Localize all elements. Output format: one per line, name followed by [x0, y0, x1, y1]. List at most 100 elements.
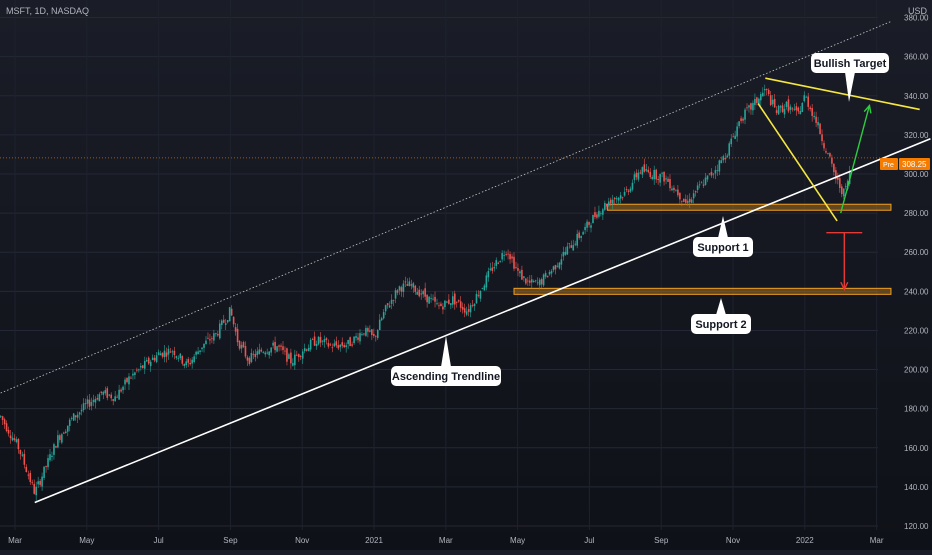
candle-body: [341, 342, 344, 346]
candle-body: [489, 268, 492, 270]
candle-body: [264, 352, 267, 355]
candle-body: [722, 156, 725, 161]
candle-body: [629, 188, 632, 192]
candle-body: [130, 377, 132, 379]
candle-body: [74, 415, 77, 418]
candle-body: [138, 369, 140, 371]
candle-body: [523, 276, 525, 278]
candle-body: [819, 123, 821, 135]
candle-body: [108, 394, 111, 396]
candle-body: [821, 134, 823, 142]
candle-body: [775, 110, 778, 113]
y-tick-label: 180.00: [904, 405, 929, 414]
candle-body: [374, 335, 377, 337]
candle-body: [203, 343, 205, 348]
candle-body: [161, 352, 164, 357]
candle-body: [615, 198, 618, 200]
candle-body: [791, 108, 794, 110]
candle-body: [483, 285, 486, 291]
candle-body: [548, 271, 551, 275]
candle-body: [499, 260, 501, 262]
candle-body: [657, 178, 659, 181]
candle-body: [827, 153, 829, 154]
candle-body: [191, 359, 193, 364]
candle-body: [613, 197, 616, 200]
candle-body: [785, 101, 788, 107]
wedge-top-line: [765, 77, 920, 111]
candle-body: [694, 191, 697, 193]
candle-body: [284, 350, 286, 352]
candle-body: [521, 269, 523, 280]
candle-body: [572, 245, 575, 251]
candle-body: [844, 185, 847, 187]
candle-body: [307, 347, 310, 352]
candle-body: [197, 351, 199, 355]
candle-body: [611, 199, 614, 204]
candle-body: [803, 95, 806, 102]
candle-body: [564, 251, 567, 255]
candle-body: [732, 136, 734, 138]
candle-body: [179, 353, 182, 359]
grid: [0, 0, 878, 530]
candle-body: [783, 108, 786, 115]
candle-body: [592, 215, 594, 224]
support-1-zone: [606, 203, 892, 211]
candle-body: [655, 169, 657, 180]
x-tick-label: Mar: [439, 536, 453, 545]
candle-body: [294, 354, 296, 366]
candle-body: [562, 252, 565, 257]
candle-body: [153, 357, 156, 361]
candle-body: [96, 398, 99, 400]
candle-body: [86, 399, 89, 404]
candle-body: [244, 346, 247, 357]
candle-body: [769, 95, 772, 105]
candle-body: [606, 204, 608, 207]
candle-body: [228, 307, 231, 322]
candle-body: [438, 305, 440, 307]
candle-body: [215, 333, 217, 335]
candle-body: [226, 320, 229, 323]
candle-body: [230, 308, 233, 316]
x-tick-label: Mar: [8, 536, 22, 545]
candle-body: [576, 233, 578, 246]
candle-body: [588, 222, 590, 225]
candle-body: [825, 151, 827, 153]
candle-body: [580, 235, 582, 238]
candle-body: [765, 89, 768, 90]
x-tick-label: May: [79, 536, 94, 545]
ascending-trendline-pointer: [441, 336, 451, 367]
candle-body: [831, 157, 833, 164]
candle-body: [252, 353, 255, 355]
candle-body: [683, 198, 685, 202]
candle-body: [157, 352, 160, 355]
candle-body: [66, 425, 69, 432]
candle-body: [418, 289, 421, 297]
y-axis: 120.00 140.00 160.00 180.00 200.00 220.00 240.…: [904, 14, 929, 531]
candle-body: [367, 328, 369, 332]
candle-body: [744, 109, 746, 120]
candle-body: [25, 466, 28, 472]
price-badge-value: 308.25: [902, 160, 927, 169]
candle-body: [238, 340, 241, 349]
candle-body: [679, 192, 681, 200]
candle-body: [349, 337, 351, 347]
candle-body: [554, 265, 557, 270]
candle-body: [41, 476, 43, 487]
candle-body: [248, 357, 251, 364]
candle-body: [590, 225, 592, 228]
candles: [0, 84, 851, 501]
candle-body: [254, 354, 257, 358]
candle-body: [471, 305, 474, 307]
candle-body: [463, 308, 466, 313]
candle-body: [17, 438, 20, 450]
candle-body: [817, 122, 819, 126]
candle-body: [31, 482, 34, 484]
candle-body: [467, 309, 470, 312]
candle-body: [712, 173, 715, 175]
y-tick-label: 200.00: [904, 366, 929, 375]
candle-body: [205, 340, 207, 345]
candle-body: [530, 279, 533, 283]
candle-body: [761, 92, 764, 97]
